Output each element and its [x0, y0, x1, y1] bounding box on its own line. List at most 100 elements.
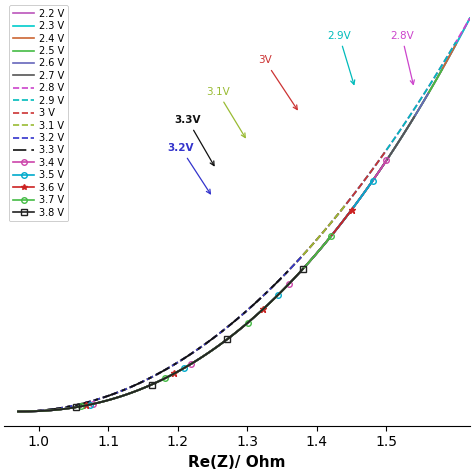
2.6 V — [15, 409, 21, 414]
3.8 V — [199, 354, 205, 360]
3.8 V — [210, 347, 216, 353]
3.7 V — [328, 234, 334, 239]
2.6 V — [280, 287, 286, 293]
2.6 V — [379, 165, 384, 171]
2.2 V — [324, 238, 330, 244]
3.4 V — [178, 367, 184, 373]
Line: 2.5 V: 2.5 V — [18, 70, 442, 411]
2.6 V — [259, 307, 265, 313]
3.1 V — [238, 312, 244, 318]
3.6 V — [349, 207, 355, 212]
Line: 2.3 V: 2.3 V — [18, 18, 470, 411]
3 V — [253, 300, 259, 305]
Line: 3.1 V: 3.1 V — [18, 206, 345, 411]
2.3 V — [290, 277, 295, 283]
2.6 V — [197, 356, 202, 361]
Line: 3.7 V: 3.7 V — [18, 237, 331, 411]
Line: 3.4 V: 3.4 V — [18, 161, 386, 411]
2.3 V — [324, 238, 330, 244]
3.3 V — [201, 343, 206, 348]
2.6 V — [425, 91, 431, 97]
3.1 V — [305, 247, 310, 253]
3.4 V — [342, 216, 347, 222]
2.9 V — [315, 236, 320, 242]
2.4 V — [209, 347, 215, 353]
3.3 V — [286, 267, 292, 273]
2.4 V — [315, 250, 320, 255]
Text: 3.3V: 3.3V — [174, 115, 214, 165]
2.2 V — [15, 409, 21, 414]
3.5 V — [257, 309, 263, 314]
3.6 V — [15, 409, 21, 414]
3.8 V — [300, 266, 306, 272]
3.1 V — [210, 336, 215, 342]
3.2 V — [185, 353, 191, 359]
Line: 3.3 V: 3.3 V — [18, 270, 289, 411]
2.3 V — [15, 409, 21, 414]
2.2 V — [290, 277, 295, 283]
2.9 V — [403, 118, 409, 124]
Line: 2.2 V: 2.2 V — [18, 18, 470, 411]
3.6 V — [243, 321, 249, 327]
2.2 V — [284, 283, 290, 289]
3.7 V — [15, 409, 21, 414]
Text: 2.9V: 2.9V — [328, 31, 355, 84]
Line: 3.2 V: 3.2 V — [18, 255, 303, 411]
3.3 V — [180, 356, 186, 362]
3.2 V — [141, 378, 147, 383]
X-axis label: Re(Z)/ Ohm: Re(Z)/ Ohm — [188, 455, 286, 470]
3.7 V — [205, 350, 211, 356]
3.8 V — [268, 299, 273, 305]
3.4 V — [234, 328, 240, 334]
3.5 V — [15, 409, 21, 414]
3 V — [234, 316, 240, 322]
Text: 2.8V: 2.8V — [390, 31, 414, 84]
3 V — [239, 312, 245, 318]
3.6 V — [163, 375, 169, 381]
3.6 V — [311, 254, 317, 260]
2.2 V — [467, 15, 473, 21]
2.2 V — [307, 258, 312, 264]
2.9 V — [453, 39, 459, 45]
2.6 V — [264, 302, 270, 308]
2.4 V — [276, 292, 282, 297]
2.9 V — [281, 272, 287, 278]
2.7 V — [271, 296, 277, 302]
2.2 V — [215, 343, 221, 349]
2.8 V — [307, 245, 312, 250]
3.8 V — [15, 409, 21, 414]
3.6 V — [214, 344, 219, 350]
3.8 V — [185, 363, 191, 369]
2.8 V — [324, 225, 330, 230]
Line: 3.5 V: 3.5 V — [18, 181, 373, 411]
2.5 V — [267, 300, 273, 305]
3.1 V — [226, 323, 232, 328]
Line: 3.8 V: 3.8 V — [18, 269, 303, 411]
2.4 V — [281, 286, 287, 292]
3.4 V — [383, 158, 389, 164]
2.9 V — [209, 336, 215, 342]
3.1 V — [342, 203, 347, 209]
Text: 3.2V: 3.2V — [167, 143, 210, 194]
2.3 V — [467, 15, 473, 21]
2.5 V — [203, 352, 209, 357]
2.4 V — [15, 409, 21, 414]
3.2 V — [300, 252, 306, 258]
3 V — [15, 409, 21, 414]
2.4 V — [453, 42, 459, 47]
3.2 V — [199, 344, 205, 349]
3 V — [342, 203, 347, 209]
Line: 2.4 V: 2.4 V — [18, 45, 456, 411]
3.3 V — [135, 381, 141, 387]
2.5 V — [305, 261, 311, 266]
3.7 V — [201, 353, 207, 358]
Legend: 2.2 V, 2.3 V, 2.4 V, 2.5 V, 2.6 V, 2.7 V, 2.8 V, 2.9 V, 3 V, 3.1 V, 3.2 V, 3.3 V: 2.2 V, 2.3 V, 2.4 V, 2.5 V, 2.6 V, 2.7 V… — [9, 5, 68, 221]
2.5 V — [273, 294, 279, 300]
3 V — [383, 147, 389, 153]
2.3 V — [284, 283, 290, 289]
2.3 V — [416, 107, 421, 113]
3.5 V — [230, 332, 236, 337]
2.8 V — [467, 15, 473, 21]
2.7 V — [15, 409, 21, 414]
Line: 2.9 V: 2.9 V — [18, 42, 456, 411]
